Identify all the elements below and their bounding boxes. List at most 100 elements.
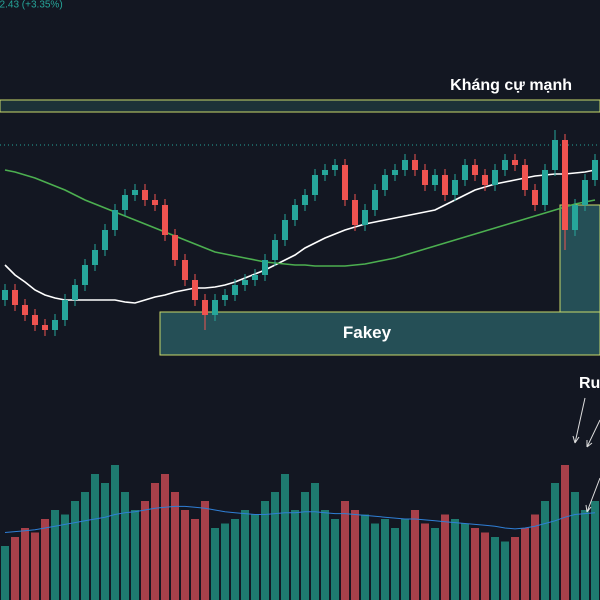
candle-body [452,180,458,195]
candle-body [422,170,428,185]
volume-bar [141,501,149,600]
volume-bar [161,474,169,600]
volume-bar [331,519,339,600]
candle-body [242,280,248,285]
candle-body [192,280,198,300]
candle-body [542,170,548,205]
volume-bar [441,514,449,600]
volume-bar [581,510,589,600]
candle-body [522,165,528,190]
volume-bar [551,483,559,600]
volume-bar [321,510,329,600]
volume-bar [211,528,219,600]
volume-bar [571,492,579,600]
volume-bar [301,492,309,600]
volume-bar [411,510,419,600]
candle-body [282,220,288,240]
volume-bar [51,510,59,600]
volume-bar [271,492,279,600]
zone [559,204,600,313]
volume-bar [491,537,499,600]
candle-body [482,175,488,185]
volume-bar [221,523,229,600]
volume-bar [341,501,349,600]
candle-body [582,180,588,205]
volume-bar [371,523,379,600]
volume-bar [531,514,539,600]
candle-body [362,210,368,225]
candle-body [202,300,208,315]
candle-body [252,275,258,280]
volume-bar [361,514,369,600]
moving-average [4,505,596,533]
candle-body [432,175,438,185]
candle-body [442,175,448,195]
candle-body [472,165,478,175]
candle-body [42,325,48,330]
arrow [572,397,586,444]
volume-bar [481,532,489,600]
volume-bar [1,546,9,600]
volume-bar [281,474,289,600]
volume-bar [11,537,19,600]
candle-body [272,240,278,260]
volume-bar [461,523,469,600]
candle-body [492,170,498,185]
volume-bar [191,519,199,600]
candle-body [262,260,268,275]
volume-bar [251,514,259,600]
candle-body [292,205,298,220]
volume-bar [471,528,479,600]
candle-body [172,235,178,260]
candle-body [342,165,348,200]
candle-body [32,315,38,325]
volume-bar [71,501,79,600]
volume-bar [591,501,599,600]
volume-bar [111,465,119,600]
candle-body [392,170,398,175]
zone-label: Kháng cự mạnh [450,77,572,94]
candle-body [302,195,308,205]
volume-bar [431,528,439,600]
candle-body [12,290,18,305]
candle-body [122,195,128,210]
candle-body [112,210,118,230]
candle-body [142,190,148,200]
moving-average [4,169,596,267]
candle-body [102,230,108,250]
candle-body [532,190,538,205]
candle-body [502,160,508,170]
volume-bar [131,510,139,600]
volume-bar [171,492,179,600]
candle-body [222,295,228,300]
volume-bar [21,528,29,600]
candle-body [52,320,58,330]
candle-body [462,165,468,180]
volume-bar [501,541,509,600]
arrows [572,397,600,513]
volume-bar [61,514,69,600]
volume-bar [521,528,529,600]
volume-bar [181,510,189,600]
volume-bar [401,519,409,600]
zone-label: Fakey [343,323,392,342]
candle-body [72,285,78,300]
candle-body [402,160,408,170]
candle-body [572,205,578,230]
arrow [585,477,600,513]
volume-bar [311,483,319,600]
header-change: 42.43 (+3.35%) [0,0,63,11]
volume-bar [201,501,209,600]
volume-bar [101,483,109,600]
volume-bar [561,465,569,600]
candle-body [562,140,568,230]
volume-bar [31,532,39,600]
volume-bar [291,510,299,600]
volume-bar [541,501,549,600]
volume-bar [241,510,249,600]
volume-bar [231,519,239,600]
candle-body [62,300,68,320]
candle-body [132,190,138,195]
